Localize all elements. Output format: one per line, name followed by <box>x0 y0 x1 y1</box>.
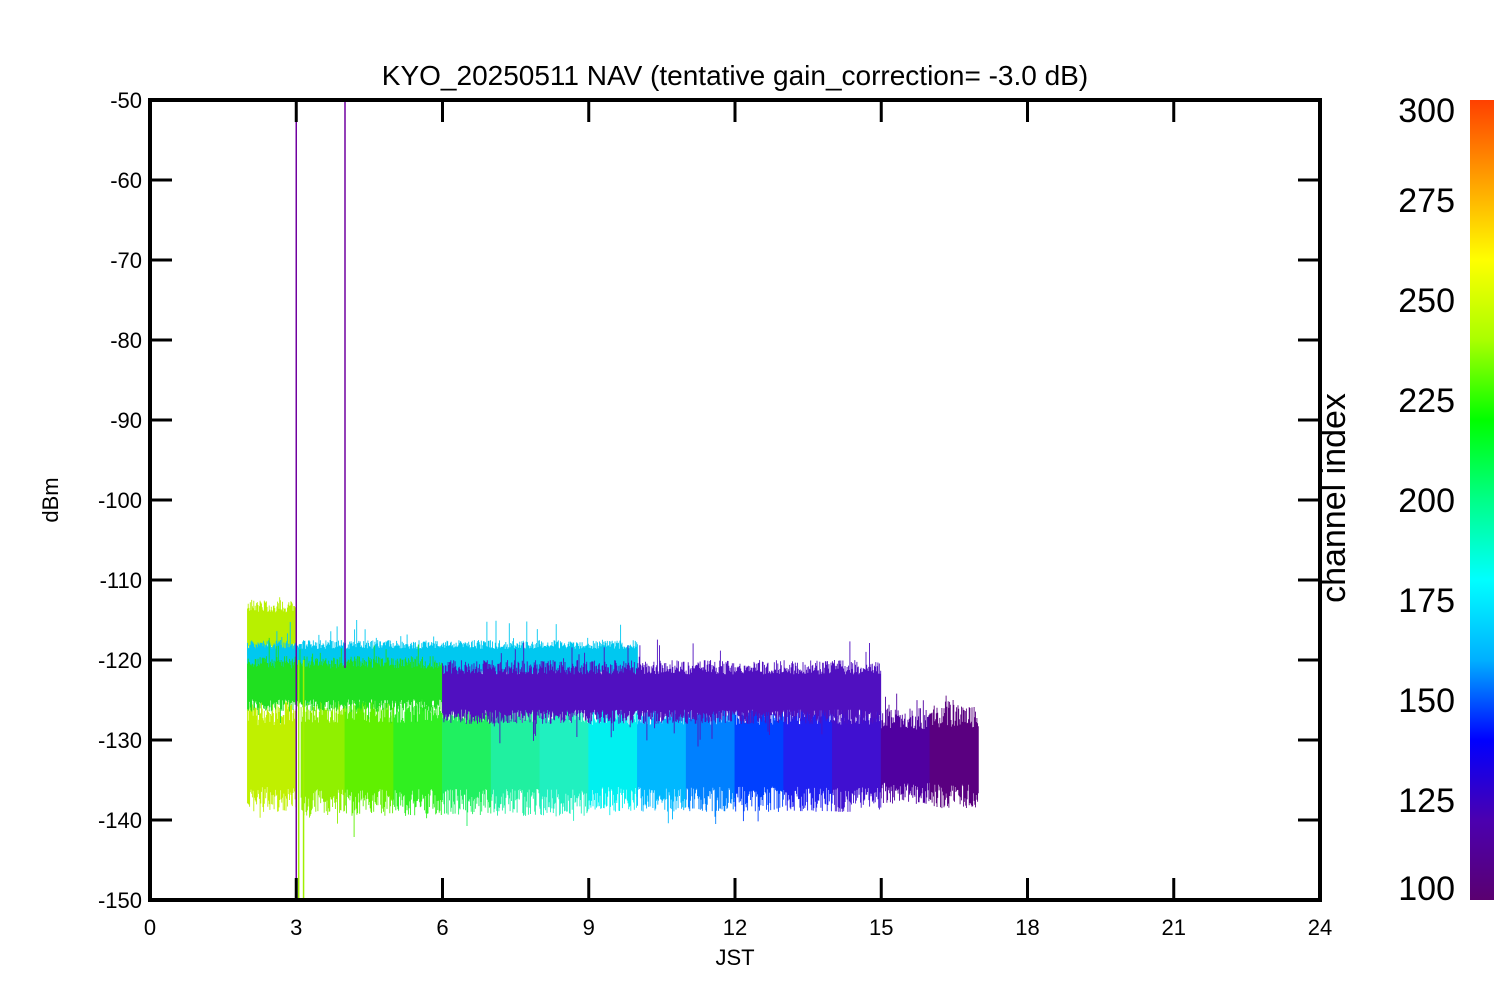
data-segment-12 <box>832 700 882 812</box>
data-segment-13 <box>880 693 931 804</box>
data-segment-15 <box>247 597 297 669</box>
x-tick-label-15: 15 <box>869 915 893 940</box>
data-segment-6 <box>539 682 589 821</box>
x-tick-label-0: 0 <box>144 915 156 940</box>
x-tick-label-6: 6 <box>436 915 448 940</box>
y-tick-label--150: -150 <box>98 888 142 913</box>
colorbar-tick-label-225: 225 <box>1398 382 1455 420</box>
data-layer <box>247 100 979 900</box>
y-tick-label--100: -100 <box>98 488 142 513</box>
colorbar-tick-label-100: 100 <box>1398 870 1455 908</box>
colorbar-tick-label-125: 125 <box>1398 782 1455 820</box>
y-tick-label--60: -60 <box>110 168 142 193</box>
y-tick-label--140: -140 <box>98 808 142 833</box>
y-axis-label: dBm <box>38 477 63 522</box>
x-tick-label-18: 18 <box>1015 915 1039 940</box>
colorbar-tick-label-150: 150 <box>1398 682 1455 720</box>
x-tick-label-21: 21 <box>1162 915 1186 940</box>
data-segment-11 <box>783 691 833 812</box>
colorbar-title: channel index <box>1315 393 1353 603</box>
data-segment-18 <box>442 639 882 747</box>
colorbar-tick-label-275: 275 <box>1398 182 1455 220</box>
data-segment-3 <box>393 694 443 819</box>
x-tick-label-3: 3 <box>290 915 302 940</box>
colorbar: 100 125 150 175 200 225 250 275 300 <box>1398 92 1494 908</box>
colorbar-tick-label-300: 300 <box>1398 92 1455 130</box>
y-tick-label--110: -110 <box>100 568 142 593</box>
data-segment-9 <box>685 686 736 824</box>
colorbar-tick-label-200: 200 <box>1398 482 1455 520</box>
data-segment-7 <box>588 700 638 816</box>
data-segment-2 <box>344 696 394 837</box>
chart-title: KYO_20250511 NAV (tentative gain_correct… <box>382 60 1088 91</box>
x-axis-label: JST <box>715 945 754 970</box>
colorbar-tick-label-250: 250 <box>1398 282 1455 320</box>
x-tick-label-9: 9 <box>583 915 595 940</box>
x-tick-label-24: 24 <box>1308 915 1332 940</box>
data-segment-4 <box>442 695 492 826</box>
data-segment-17 <box>247 637 443 724</box>
y-axis: -50 -60 -70 -80 -90 -100 -110 -120 -130 -140 -150 <box>98 88 1320 913</box>
data-segment-14 <box>929 695 979 809</box>
x-axis: 0 3 6 9 12 15 18 21 24 <box>144 100 1332 940</box>
data-segment-0 <box>247 690 297 818</box>
data-segment-8 <box>637 682 687 824</box>
data-segment-10 <box>734 687 784 822</box>
y-tick-label--90: -90 <box>110 408 142 433</box>
data-segment-5 <box>490 692 541 816</box>
y-tick-label--50: -50 <box>110 88 142 113</box>
colorbar-gradient <box>1470 100 1494 900</box>
y-tick-label--120: -120 <box>98 648 142 673</box>
y-tick-label--80: -80 <box>110 328 142 353</box>
x-tick-label-12: 12 <box>723 915 747 940</box>
y-tick-label--130: -130 <box>98 728 142 753</box>
data-segment-1 <box>300 695 345 824</box>
colorbar-tick-label-175: 175 <box>1398 582 1455 620</box>
y-tick-label--70: -70 <box>110 248 142 273</box>
